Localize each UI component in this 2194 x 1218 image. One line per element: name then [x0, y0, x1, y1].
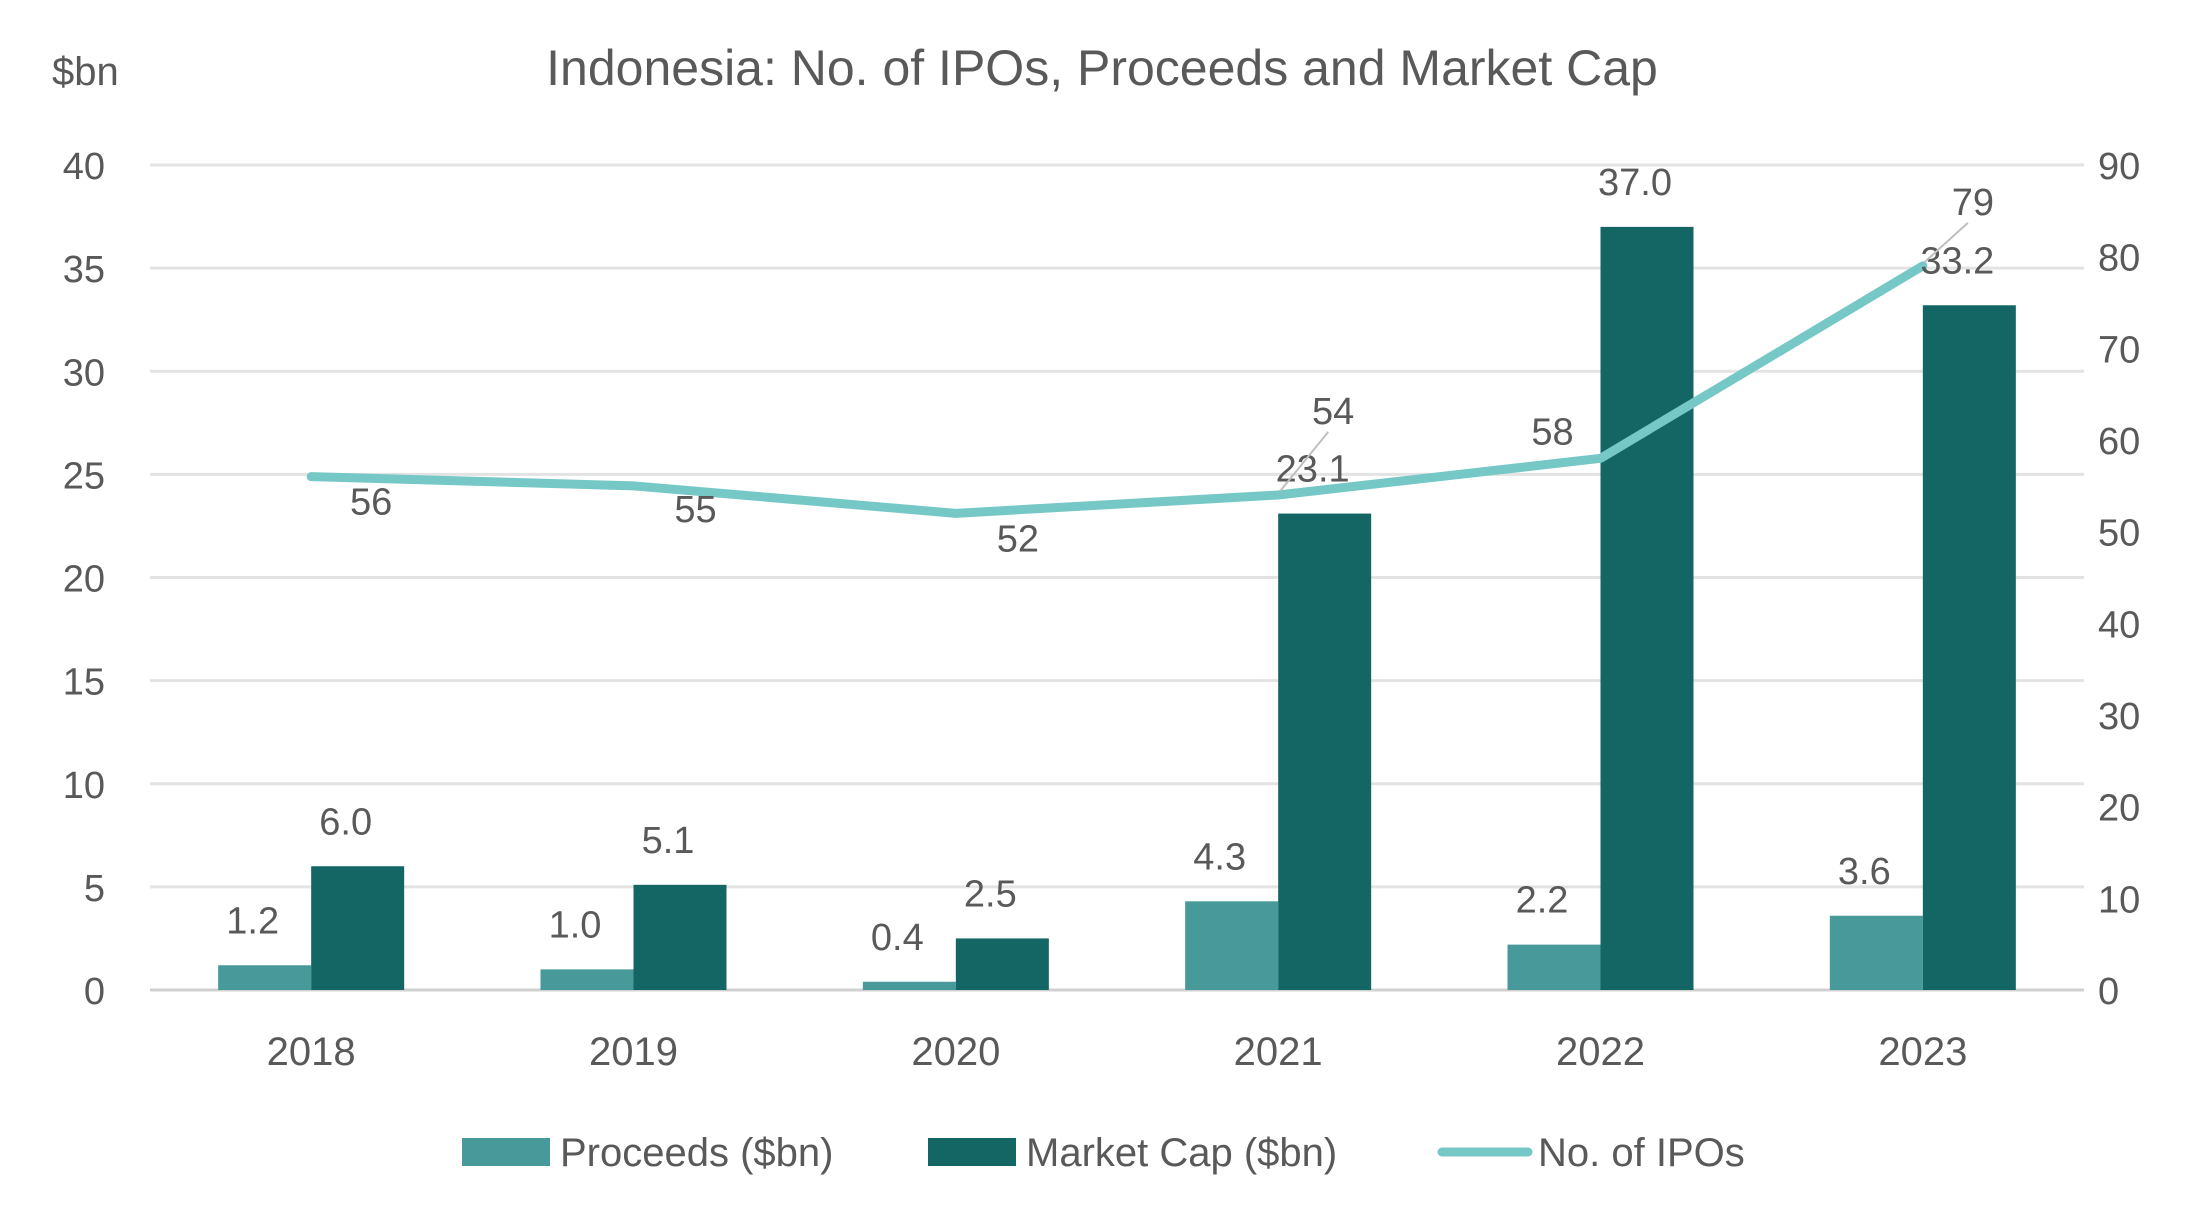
data-label-market-cap: 23.1 [1276, 449, 1350, 491]
legend-label-ipos: No. of IPOs [1538, 1131, 1745, 1175]
data-label-proceeds: 2.2 [1516, 880, 1569, 922]
leader-line [1279, 431, 1329, 492]
bar-market-cap [1922, 305, 2016, 990]
bar-proceeds [218, 965, 312, 990]
y-right-tick-label: 40 [2098, 604, 2140, 646]
y-left-tick-label: 40 [63, 146, 105, 188]
leader-line [1924, 222, 1969, 263]
data-label-market-cap: 37.0 [1598, 162, 1672, 204]
y-right-tick-label: 80 [2098, 238, 2140, 280]
y-left-tick-label: 20 [63, 559, 105, 601]
data-label-ipos: 54 [1312, 391, 1354, 433]
legend-swatch-market-cap [928, 1138, 1016, 1166]
data-label-ipos: 79 [1952, 182, 1994, 224]
bar-market-cap [311, 866, 405, 990]
x-tick-label: 2021 [1234, 1030, 1323, 1074]
chart-title: Indonesia: No. of IPOs, Proceeds and Mar… [546, 40, 1658, 96]
line-no-of-ipos [306, 261, 1928, 518]
y-right-tick-label: 30 [2098, 696, 2140, 738]
data-label-ipos: 52 [997, 518, 1039, 560]
bar-proceeds [540, 969, 634, 990]
legend-swatch-proceeds [462, 1138, 550, 1166]
y-right-tick-label: 60 [2098, 421, 2140, 463]
data-label-proceeds: 1.0 [549, 904, 602, 946]
data-label-proceeds: 3.6 [1838, 851, 1891, 893]
y-axis-label: $bn [52, 50, 119, 94]
x-tick-label: 2022 [1556, 1030, 1645, 1074]
y-right-tick-label: 20 [2098, 788, 2140, 830]
y-right-tick-label: 0 [2098, 971, 2119, 1013]
x-tick-label: 2018 [267, 1030, 356, 1074]
legend-label-market-cap: Market Cap ($bn) [1026, 1131, 1337, 1175]
x-tick-label: 2019 [589, 1030, 678, 1074]
data-label-ipos: 55 [674, 489, 716, 531]
data-label-market-cap: 6.0 [319, 801, 372, 843]
data-label-ipos: 58 [1531, 411, 1573, 453]
bar-proceeds [1185, 901, 1279, 990]
bar-proceeds [1829, 915, 1923, 990]
bar-market-cap [1600, 226, 1694, 990]
bar-proceeds [1507, 944, 1601, 990]
y-right-tick-label: 10 [2098, 879, 2140, 921]
x-tick-label: 2020 [911, 1030, 1000, 1074]
y-right-tick-label: 90 [2098, 146, 2140, 188]
data-label-market-cap: 5.1 [642, 820, 695, 862]
y-left-tick-label: 0 [84, 971, 105, 1013]
data-label-proceeds: 4.3 [1193, 836, 1246, 878]
bar-market-cap [1278, 513, 1372, 990]
data-label-ipos: 56 [350, 482, 392, 524]
y-left-tick-label: 30 [63, 352, 105, 394]
y-left-tick-label: 10 [63, 765, 105, 807]
y-right-tick-label: 70 [2098, 329, 2140, 371]
x-tick-label: 2023 [1878, 1030, 1967, 1074]
data-label-market-cap: 33.2 [1920, 240, 1994, 282]
data-label-market-cap: 2.5 [964, 873, 1017, 915]
y-left-tick-label: 15 [63, 662, 105, 704]
data-label-proceeds: 0.4 [871, 917, 924, 959]
data-label-proceeds: 1.2 [226, 900, 279, 942]
bar-market-cap [633, 884, 727, 990]
y-left-tick-label: 35 [63, 249, 105, 291]
y-left-tick-label: 5 [84, 868, 105, 910]
y-left-tick-label: 25 [63, 455, 105, 497]
legend-label-proceeds: Proceeds ($bn) [560, 1131, 833, 1175]
y-right-tick-label: 50 [2098, 513, 2140, 555]
bar-market-cap [955, 938, 1049, 990]
bar-proceeds [862, 981, 956, 990]
